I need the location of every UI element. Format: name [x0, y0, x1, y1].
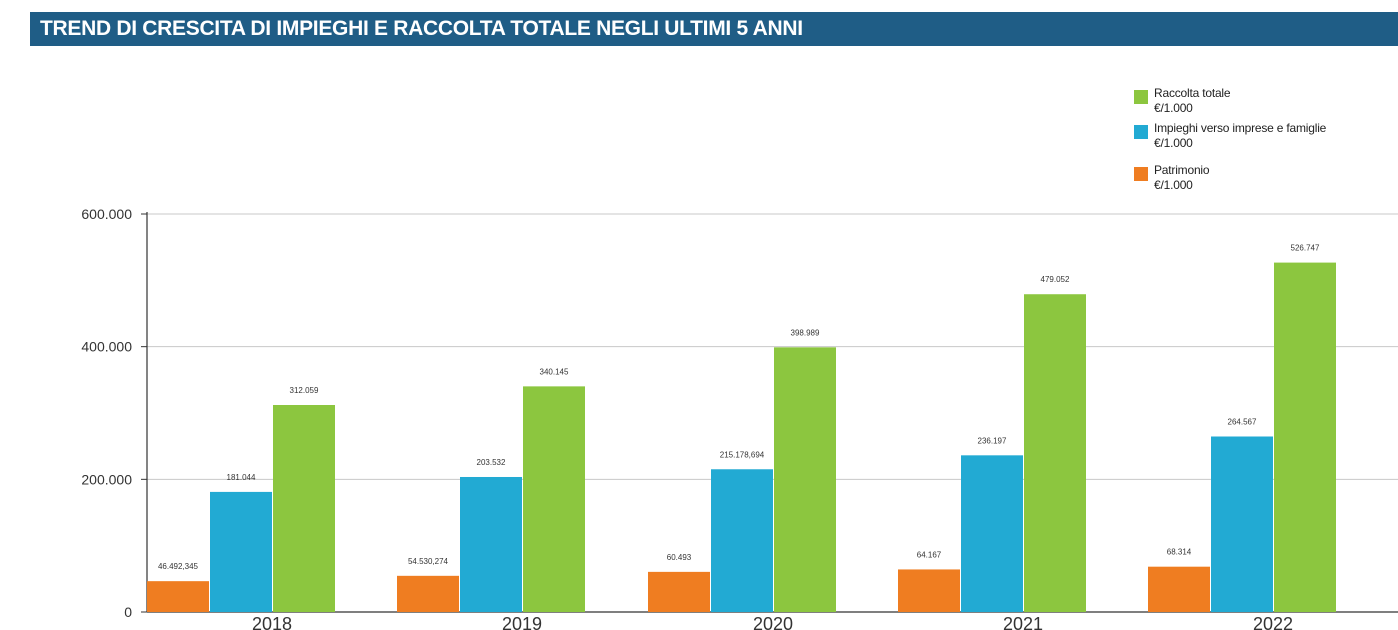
bar-impieghi-2020: [711, 469, 773, 612]
legend-label-patrimonio: Patrimonio: [1154, 163, 1210, 177]
legend-label-impieghi: Impieghi verso imprese e famiglie: [1154, 121, 1327, 135]
bar-impieghi-2019: [460, 476, 522, 612]
x-tick-label-2018: 2018: [252, 614, 292, 630]
data-label-patrimonio-2021: 64.167: [917, 550, 942, 559]
legend-swatch-raccolta: [1134, 90, 1148, 104]
chart-title-bar: TREND DI CRESCITA DI IMPIEGHI E RACCOLTA…: [30, 12, 1398, 46]
data-label-patrimonio-2022: 68.314: [1167, 548, 1192, 557]
data-label-raccolta-2022: 526.747: [1291, 244, 1320, 253]
bar-raccolta-2022: [1274, 262, 1336, 612]
data-label-raccolta-2020: 398.989: [791, 328, 820, 337]
bar-patrimonio-2022: [1148, 566, 1210, 612]
data-label-impieghi-2019: 203.532: [477, 458, 506, 467]
data-label-impieghi-2020: 215.178,694: [720, 450, 765, 459]
data-label-raccolta-2018: 312.059: [290, 386, 319, 395]
data-label-raccolta-2021: 479.052: [1041, 275, 1070, 284]
legend-unit-impieghi: €/1.000: [1154, 136, 1193, 150]
x-tick-label-2019: 2019: [502, 614, 542, 630]
bar-patrimonio-2019: [397, 575, 459, 612]
bar-impieghi-2022: [1211, 436, 1273, 612]
bar-raccolta-2019: [523, 386, 585, 612]
data-label-patrimonio-2020: 60.493: [667, 553, 692, 562]
bar-raccolta-2018: [273, 405, 335, 612]
legend-label-raccolta: Raccolta totale: [1154, 86, 1231, 100]
legend-swatch-patrimonio: [1134, 167, 1148, 181]
bar-impieghi-2018: [210, 491, 272, 612]
y-tick-label: 600.000: [81, 206, 132, 222]
bar-patrimonio-2021: [898, 569, 960, 612]
x-tick-label-2022: 2022: [1253, 614, 1293, 630]
data-label-raccolta-2019: 340.145: [540, 367, 569, 376]
data-label-impieghi-2022: 264.567: [1228, 418, 1257, 427]
y-tick-label: 400.000: [81, 339, 132, 355]
chart-title: TREND DI CRESCITA DI IMPIEGHI E RACCOLTA…: [40, 17, 803, 40]
y-tick-label: 200.000: [81, 471, 132, 487]
x-tick-label-2021: 2021: [1003, 614, 1043, 630]
data-label-impieghi-2018: 181.044: [227, 473, 256, 482]
data-label-patrimonio-2019: 54.530,274: [408, 557, 449, 566]
bar-raccolta-2021: [1024, 294, 1086, 612]
bar-patrimonio-2020: [648, 571, 710, 612]
y-tick-label: 0: [124, 604, 132, 620]
legend-unit-raccolta: €/1.000: [1154, 101, 1193, 115]
data-label-patrimonio-2018: 46.492,345: [158, 562, 199, 571]
bar-impieghi-2021: [961, 455, 1023, 612]
bar-raccolta-2020: [774, 347, 836, 612]
bar-patrimonio-2018: [147, 581, 209, 612]
x-tick-label-2020: 2020: [753, 614, 793, 630]
legend-unit-patrimonio: €/1.000: [1154, 178, 1193, 192]
legend-swatch-impieghi: [1134, 125, 1148, 139]
data-label-impieghi-2021: 236.197: [978, 436, 1007, 445]
